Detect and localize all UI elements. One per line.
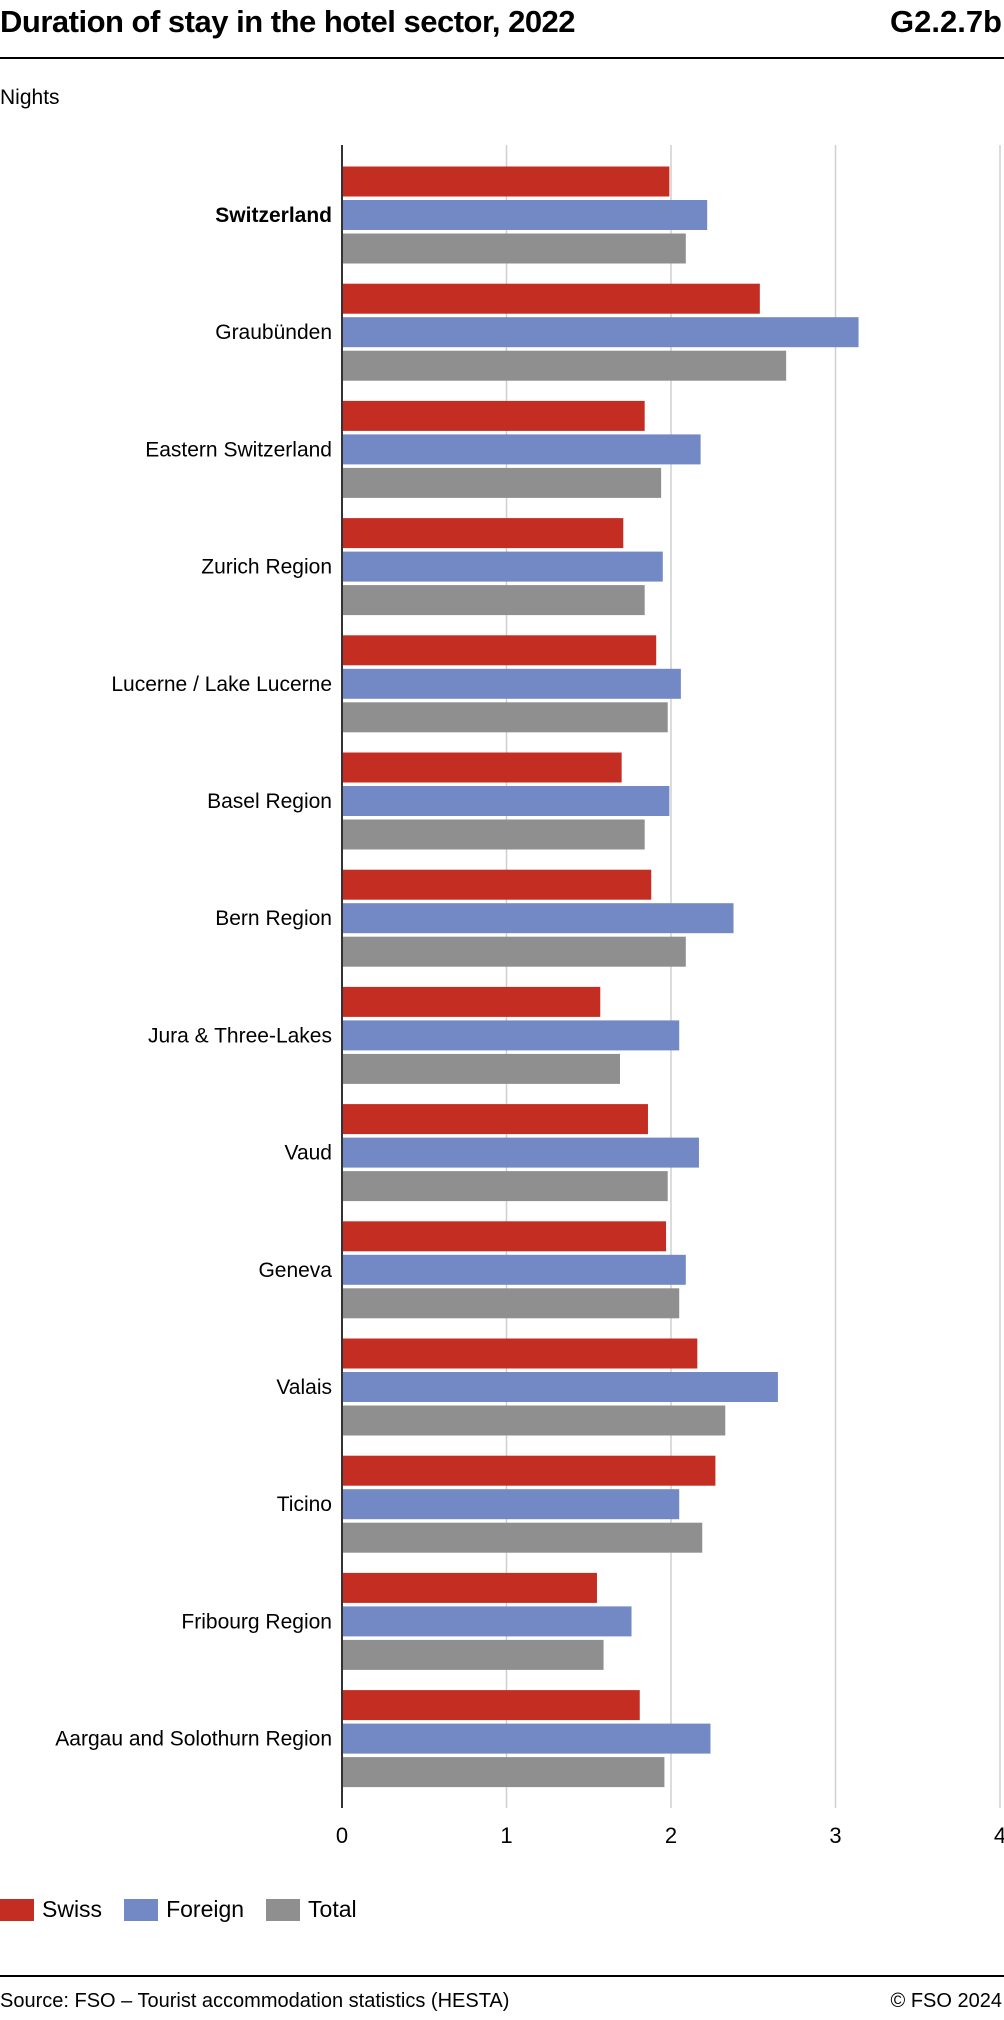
bar-foreign [342, 903, 734, 934]
bar-swiss [342, 1690, 640, 1721]
legend-item-swiss: Swiss [0, 1896, 102, 1923]
bar-swiss [342, 518, 624, 549]
bar-total [342, 1288, 680, 1319]
legend-label: Total [308, 1896, 357, 1922]
bar-total [342, 233, 686, 264]
legend-swatch-total [266, 1898, 301, 1921]
bar-total [342, 1522, 703, 1553]
bar-total [342, 585, 645, 616]
x-tick-label: 3 [829, 1823, 841, 1848]
bar-swiss [342, 986, 601, 1017]
bar-foreign [342, 200, 708, 230]
bar-swiss [342, 1221, 667, 1252]
bar-foreign [342, 1606, 632, 1637]
bar-swiss [342, 752, 622, 783]
bar-foreign [342, 317, 859, 348]
bar-swiss [342, 1455, 716, 1486]
bar-swiss [342, 869, 652, 900]
category-label: Ticino [277, 1493, 332, 1516]
bar-swiss [342, 635, 657, 666]
bar-foreign [342, 668, 681, 699]
copyright: © FSO 2024 [890, 1990, 1002, 2012]
bar-foreign [342, 1137, 699, 1168]
legend-swatch-swiss [0, 1898, 34, 1921]
bar-foreign [342, 1723, 711, 1754]
bar-total [342, 1171, 668, 1202]
bar-swiss [342, 1572, 597, 1603]
bar-foreign [342, 786, 670, 816]
x-tick-label: 0 [336, 1823, 348, 1848]
bar-foreign [342, 551, 663, 582]
category-label: Eastern Switzerland [145, 438, 332, 461]
bar-total [342, 1405, 726, 1436]
category-label: Bern Region [215, 907, 332, 930]
category-label: Aargau and Solothurn Region [55, 1728, 332, 1751]
category-label: Vaud [285, 1142, 333, 1165]
x-tick-label: 2 [665, 1823, 677, 1848]
legend: Swiss Foreign Total [0, 1896, 357, 1923]
legend-swatch-foreign [124, 1898, 159, 1921]
category-label: Basel Region [207, 790, 332, 813]
category-label: Zurich Region [201, 556, 332, 579]
x-tick-label: 4 [994, 1823, 1004, 1848]
chart-code: G2.2.7b [890, 4, 1002, 39]
category-label: Valais [276, 1376, 332, 1399]
y-axis-unit-label: Nights [0, 86, 60, 109]
legend-label: Swiss [42, 1896, 103, 1922]
category-label: Graubünden [215, 321, 332, 344]
bar-swiss [342, 400, 645, 431]
bar-total [342, 1757, 665, 1788]
category-label: Fribourg Region [181, 1610, 332, 1633]
bar-foreign [342, 1372, 778, 1402]
source-note: Source: FSO – Tourist accommodation stat… [0, 1990, 510, 2012]
category-label: Jura & Three-Lakes [148, 1024, 332, 1047]
category-label: Geneva [258, 1259, 332, 1282]
bar-total [342, 702, 668, 733]
header-rule [0, 57, 1004, 59]
footer-rule [0, 1975, 1004, 1977]
bar-foreign [342, 1020, 680, 1051]
bar-swiss [342, 1338, 698, 1369]
bar-total [342, 936, 686, 967]
bar-swiss [342, 166, 670, 197]
bar-foreign [342, 434, 701, 465]
category-label: Lucerne / Lake Lucerne [111, 673, 332, 696]
bar-foreign [342, 1254, 686, 1285]
bar-total [342, 1639, 604, 1670]
bar-swiss [342, 1104, 648, 1135]
bar-total [342, 467, 662, 498]
bar-foreign [342, 1489, 680, 1520]
category-label: Switzerland [215, 204, 332, 227]
bar-total [342, 819, 645, 850]
legend-label: Foreign [166, 1896, 245, 1922]
bar-total [342, 350, 787, 381]
bar-swiss [342, 283, 760, 314]
x-tick-label: 1 [500, 1823, 512, 1848]
bar-total [342, 1053, 621, 1084]
chart-title: Duration of stay in the hotel sector, 20… [0, 4, 576, 39]
legend-item-foreign: Foreign [124, 1896, 244, 1923]
legend-item-total: Total [266, 1896, 357, 1923]
